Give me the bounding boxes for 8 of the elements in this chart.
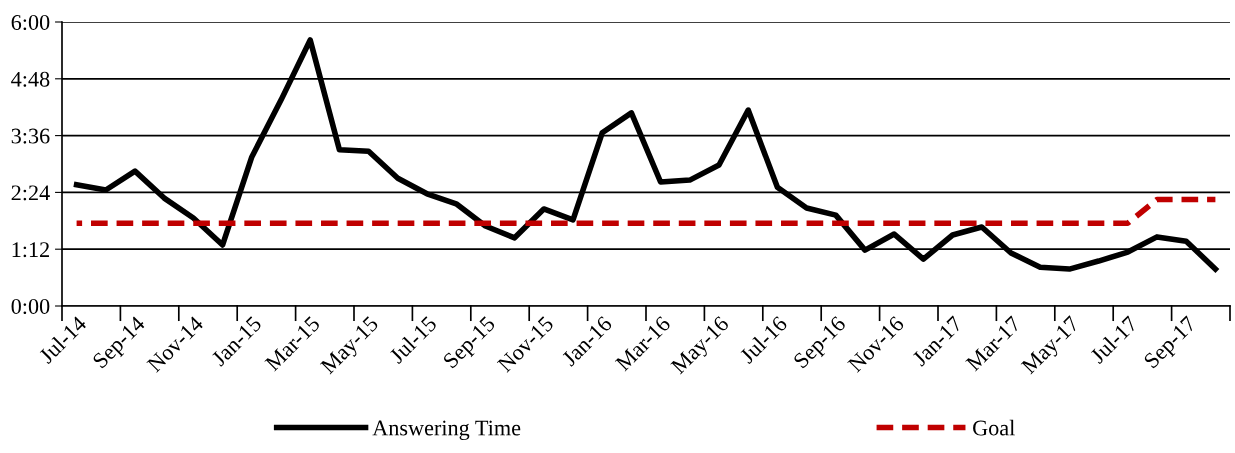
y-tick-label: 1:12 [12, 242, 49, 258]
y-tick-label: 2:24 [11, 185, 50, 201]
y-tick-label: 0:00 [11, 298, 50, 315]
y-tick-label: 6:00 [11, 14, 50, 31]
y-tick-label: 4:48 [11, 71, 50, 87]
y-tick-label: 3:36 [11, 128, 50, 144]
legend-label: Answering Time [372, 420, 521, 441]
legend-label: Goal [973, 419, 1015, 436]
